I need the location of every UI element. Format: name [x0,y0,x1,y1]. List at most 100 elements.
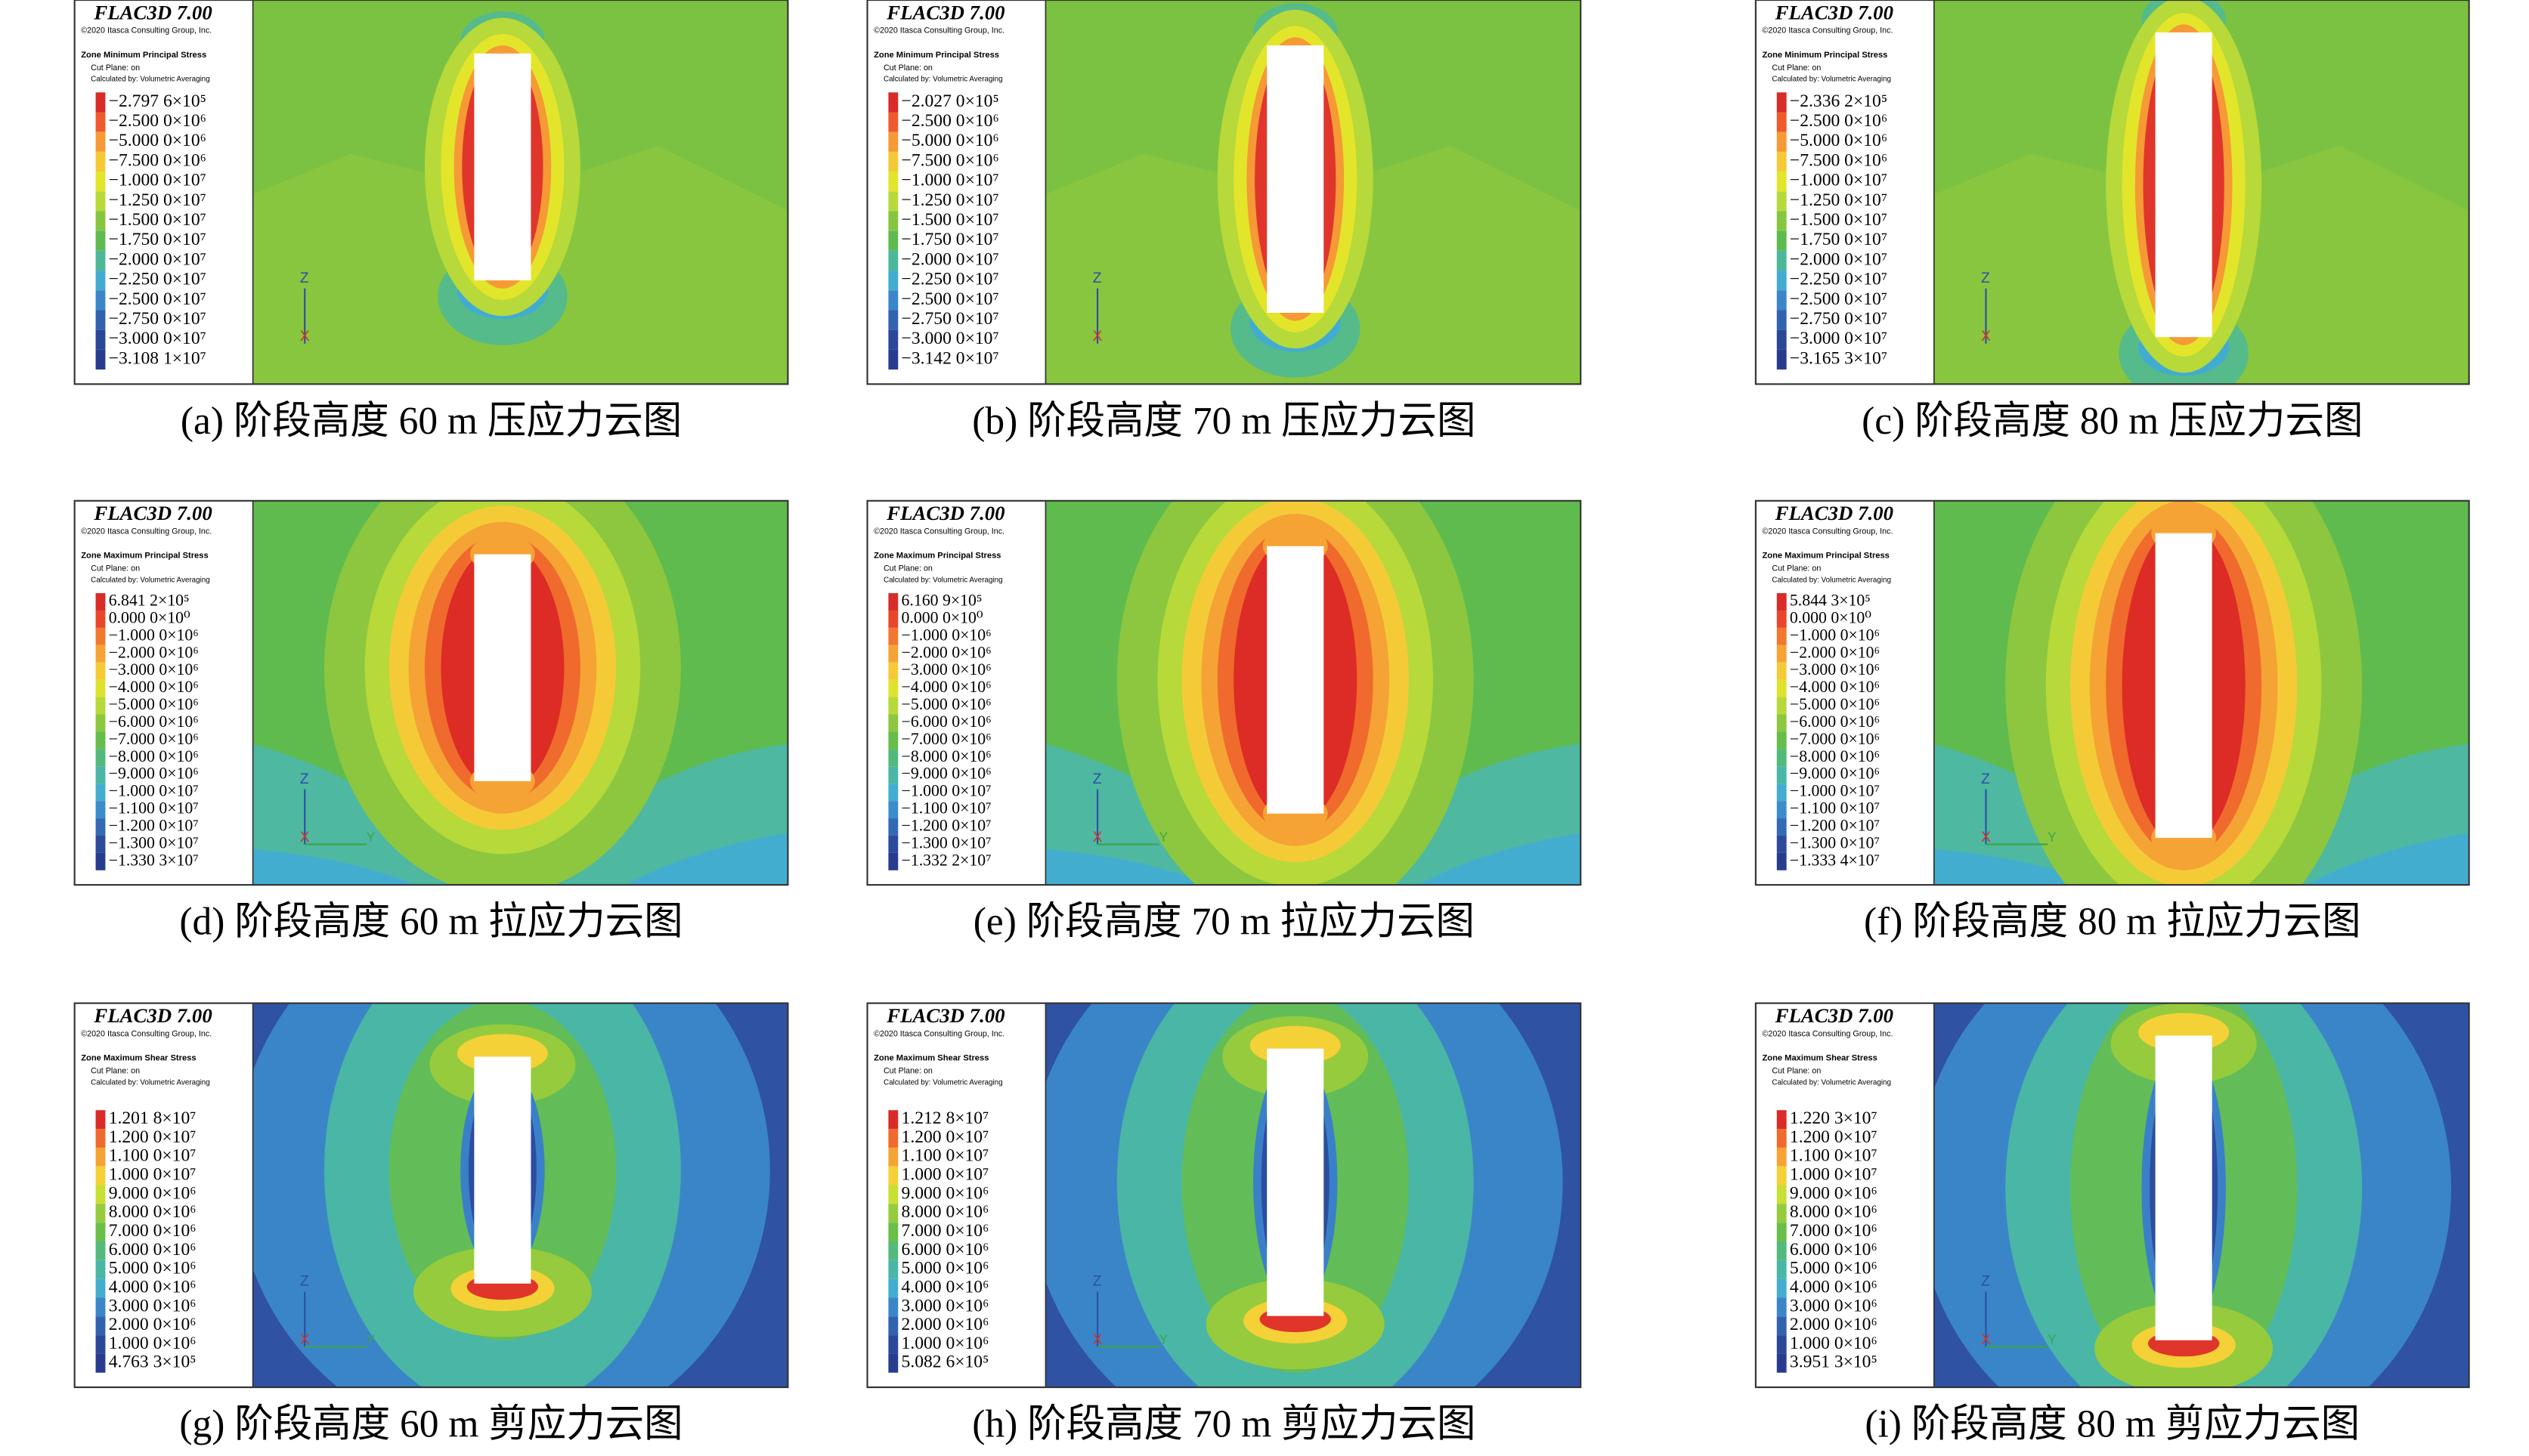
legend-swatch [888,731,899,750]
legend-swatch [1776,211,1787,231]
legend-swatch [888,1129,899,1148]
legend-swatch [1776,627,1787,645]
calculated-by: Calculated by: Volumetric Averaging [884,1078,1003,1087]
legend-level: −1.000 0×10⁷ [1790,171,1887,190]
legend-level: −1.100 0×10⁷ [109,799,199,818]
legend-swatch [1776,1129,1787,1148]
legend-swatch [95,329,106,350]
legend-swatch [1776,1278,1787,1298]
legend-level: −3.000 0×10⁷ [1790,329,1887,348]
panel: FLAC3D 7.00 ©2020 Itasca Consulting Group… [1754,499,2470,944]
legend-level: 7.000 0×10⁶ [902,1221,989,1241]
legend-level: −1.250 0×10⁷ [902,190,999,210]
legend-swatch [95,784,106,802]
legend-level: 1.200 0×10⁷ [109,1127,197,1147]
legend-level: −1.333 4×10⁷ [1790,851,1880,869]
axis-label: Z [300,1274,309,1290]
legend-swatch [888,784,899,802]
legend-swatch [95,1335,106,1354]
legend-level: −1.250 0×10⁷ [109,190,206,210]
contour-band [1933,833,2469,886]
legend-level: −1.300 0×10⁷ [1790,833,1880,852]
legend-level: −2.027 0×10⁵ [902,91,999,111]
axis-label: X [300,1332,310,1348]
legend-swatch [1776,835,1787,853]
legend-level: 4.000 0×10⁶ [109,1277,197,1297]
legend-swatch [95,131,106,152]
legend-level: −1.300 0×10⁷ [902,833,992,852]
legend-swatch [888,818,899,836]
software-title: FLAC3D 7.00 [886,1,1004,23]
legend-level: −1.750 0×10⁷ [902,230,999,249]
legend-level: 9.000 0×10⁶ [109,1183,197,1203]
legend-level: 2.000 0×10⁶ [1790,1315,1877,1334]
legend-swatch [95,610,106,628]
contour-band [252,833,788,886]
software-title: FLAC3D 7.00 [886,502,1004,524]
legend-swatch [95,1110,106,1130]
legend-level: −2.000 0×10⁶ [1790,643,1880,661]
legend-level: −1.000 0×10⁶ [1790,626,1880,644]
axis-label: Y [2048,829,2057,844]
panel: FLAC3D 7.00 ©2020 Itasca Consulting Group… [1754,0,2470,443]
legend-level: 6.160 9×10⁵ [902,592,983,610]
legend-swatch [95,1223,106,1241]
legend-level: −2.250 0×10⁷ [1790,270,1887,289]
panel-border [866,499,1582,886]
legend-swatch [888,662,899,680]
legend-swatch [888,1223,899,1241]
legend-level: −3.108 1×10⁷ [109,348,206,368]
legend-level: 5.000 0×10⁶ [1790,1259,1877,1278]
legend-level: −2.797 6×10⁵ [109,91,206,111]
legend-swatch [95,835,106,853]
caption: (e) 阶段高度 70 m 拉应力云图 [974,901,1475,944]
axis-label: X [1093,830,1103,845]
legend-title: Zone Maximum Principal Stress [874,552,1001,561]
legend-level: 1.200 0×10⁷ [1790,1127,1877,1147]
software-title: FLAC3D 7.00 [93,1,212,23]
legend-swatch [1776,230,1787,251]
legend-level: −3.142 0×10⁷ [902,348,999,368]
legend-level: −1.100 0×10⁷ [902,799,992,818]
legend-swatch [1776,731,1787,750]
legend-swatch [95,679,106,697]
legend-level: −4.000 0×10⁶ [109,678,199,696]
legend-level: −8.000 0×10⁶ [1790,747,1880,765]
contour-band [1045,833,1581,886]
legend-level: −1.000 0×10⁷ [902,782,992,800]
legend-level: −3.000 0×10⁷ [109,329,206,348]
axis-label: X [1981,830,1991,845]
legend-swatch [888,801,899,819]
legend-swatch [1776,151,1787,172]
legend-level: 0.000 0×10⁰ [902,608,983,626]
legend-swatch [1776,1316,1787,1336]
legend-swatch [888,1110,899,1130]
calculated-by: Calculated by: Volumetric Averaging [91,76,210,84]
legend-swatch [95,1353,106,1373]
legend-level: 1.000 0×10⁷ [902,1165,989,1185]
software-title: FLAC3D 7.00 [93,502,212,524]
legend-swatch [95,662,106,680]
legend-swatch [1776,349,1787,370]
legend-swatch [95,1166,106,1186]
panel: FLAC3D 7.00 ©2020 Itasca Consulting Group… [866,1002,1582,1445]
panel-border [1754,1002,2470,1389]
legend-level: −1.000 0×10⁶ [109,626,199,644]
copyright: ©2020 Itasca Consulting Group, Inc. [81,1029,212,1038]
legend-swatch [95,290,106,311]
software-title: FLAC3D 7.00 [93,1004,212,1027]
legend-level: 6.000 0×10⁶ [902,1240,989,1260]
legend-level: −5.000 0×10⁶ [109,695,199,713]
axis-label: Z [1981,771,1990,787]
legend-level: 6.000 0×10⁶ [109,1240,197,1260]
legend-swatch [888,593,899,611]
legend-swatch [95,112,106,132]
legend-level: −2.000 0×10⁶ [109,643,199,661]
legend-swatch [1776,250,1787,271]
contour-plot [1933,1003,2469,1388]
legend-level: −1.500 0×10⁷ [902,210,999,230]
legend-level: −1.000 0×10⁷ [109,782,199,800]
copyright: ©2020 Itasca Consulting Group, Inc. [874,527,1004,536]
legend-level: −2.000 0×10⁷ [109,249,206,269]
legend-level: −2.000 0×10⁶ [902,643,992,661]
